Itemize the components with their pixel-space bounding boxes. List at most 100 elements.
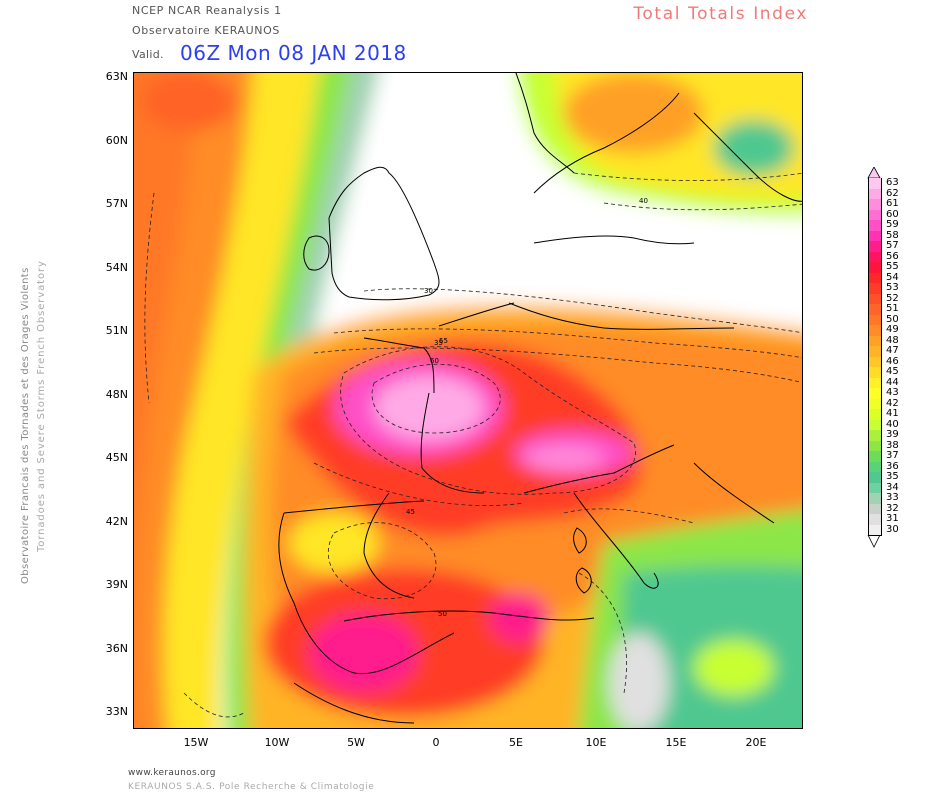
legend-swatch bbox=[868, 188, 882, 199]
legend-label: 50 bbox=[886, 313, 899, 325]
lat-label-45n: 45N bbox=[105, 451, 128, 464]
legend-label: 34 bbox=[886, 481, 899, 493]
contour-label-30: 30 bbox=[424, 287, 433, 295]
lon-label-10e: 10E bbox=[585, 736, 607, 749]
legend-swatch bbox=[868, 346, 882, 357]
legend-swatch bbox=[868, 482, 882, 493]
legend-label: 33 bbox=[886, 492, 899, 503]
map-area: 30 35 40 45 50 55 60 bbox=[133, 72, 803, 729]
legend-label: 52 bbox=[886, 292, 899, 304]
contour-label-60: 60 bbox=[430, 357, 439, 365]
contour-label-35: 35 bbox=[434, 339, 443, 347]
observatory-label: Observatoire KERAUNOS bbox=[132, 24, 280, 37]
legend-swatch bbox=[868, 283, 882, 294]
lat-label-42n: 42N bbox=[105, 515, 128, 528]
coastlines bbox=[278, 73, 802, 724]
legend-swatch bbox=[868, 335, 882, 346]
legend-label: 49 bbox=[886, 324, 899, 335]
legend-label: 61 bbox=[886, 198, 899, 209]
data-source-label: NCEP NCAR Reanalysis 1 bbox=[132, 4, 282, 17]
lat-label-33n: 33N bbox=[105, 705, 128, 718]
legend-swatch bbox=[868, 241, 882, 252]
legend-swatch bbox=[868, 199, 882, 210]
lat-label-63n: 63N bbox=[105, 70, 128, 83]
legend-label: 45 bbox=[886, 366, 899, 377]
legend-swatch bbox=[868, 524, 882, 536]
legend-label: 41 bbox=[886, 408, 899, 419]
lat-label-51n: 51N bbox=[105, 324, 128, 337]
side-text-english: Tornadoes and Severe Storms French Obser… bbox=[36, 260, 47, 552]
legend-swatch bbox=[868, 178, 882, 189]
legend-label: 36 bbox=[886, 460, 899, 472]
legend-label: 58 bbox=[886, 229, 899, 241]
legend-swatch bbox=[868, 356, 882, 367]
legend-swatch bbox=[868, 230, 882, 241]
legend-swatch bbox=[868, 514, 882, 525]
legend-label: 32 bbox=[886, 502, 899, 514]
contour-label-45: 45 bbox=[406, 508, 415, 516]
lon-label-0: 0 bbox=[432, 736, 440, 749]
footer-company: KERAUNOS S.A.S. Pole Recherche & Climato… bbox=[128, 782, 375, 792]
lon-label-5w: 5W bbox=[347, 736, 365, 749]
tt-index-map: 30 35 40 45 50 55 60 bbox=[134, 73, 802, 728]
legend-swatch bbox=[868, 314, 882, 325]
legend-label: 31 bbox=[886, 513, 899, 524]
contour-labels: 30 35 40 45 50 55 60 bbox=[406, 197, 648, 618]
legend-swatch bbox=[868, 293, 882, 304]
footer-website: www.keraunos.org bbox=[128, 768, 216, 778]
legend-swatch bbox=[868, 377, 882, 388]
lat-label-60n: 60N bbox=[105, 134, 128, 147]
legend-label: 54 bbox=[886, 271, 899, 283]
legend-label: 60 bbox=[886, 208, 899, 220]
valid-time: 06Z Mon 08 JAN 2018 bbox=[180, 41, 407, 65]
legend-swatch bbox=[868, 451, 882, 462]
tt-contours bbox=[144, 172, 802, 718]
legend-swatch bbox=[868, 325, 882, 336]
valid-label: Valid. bbox=[132, 48, 164, 61]
contour-label-40: 40 bbox=[639, 197, 648, 205]
legend-swatch bbox=[868, 220, 882, 231]
legend-label: 53 bbox=[886, 282, 899, 293]
legend-label: 44 bbox=[886, 376, 899, 388]
legend-label: 43 bbox=[886, 387, 899, 398]
legend-swatch bbox=[868, 409, 882, 420]
legend-swatch bbox=[868, 262, 882, 273]
legend-swatch bbox=[868, 430, 882, 441]
lat-label-39n: 39N bbox=[105, 578, 128, 591]
lon-label-15w: 15W bbox=[183, 736, 209, 749]
legend-swatch bbox=[868, 398, 882, 409]
lon-label-10w: 10W bbox=[264, 736, 290, 749]
legend-label: 46 bbox=[886, 355, 899, 367]
legend-label: 30 bbox=[886, 523, 899, 535]
legend-swatch bbox=[868, 503, 882, 514]
legend-swatch bbox=[868, 461, 882, 472]
legend-label: 48 bbox=[886, 334, 899, 346]
contour-label-50: 50 bbox=[438, 610, 447, 618]
legend-label: 37 bbox=[886, 450, 899, 461]
lat-label-57n: 57N bbox=[105, 197, 128, 210]
legend-label: 55 bbox=[886, 261, 899, 272]
legend-label: 56 bbox=[886, 250, 899, 262]
legend-label: 40 bbox=[886, 418, 899, 430]
lon-label-20e: 20E bbox=[745, 736, 767, 749]
legend-label: 35 bbox=[886, 471, 899, 482]
lon-label-15e: 15E bbox=[665, 736, 687, 749]
legend-swatch bbox=[868, 388, 882, 399]
legend-swatch bbox=[868, 493, 882, 504]
legend-swatch bbox=[868, 419, 882, 430]
legend-label: 57 bbox=[886, 240, 899, 251]
legend-swatch bbox=[868, 367, 882, 378]
legend-label: 42 bbox=[886, 397, 899, 409]
legend-label: 63 bbox=[886, 177, 899, 188]
legend-label: 47 bbox=[886, 345, 899, 356]
legend-label: 62 bbox=[886, 187, 899, 199]
legend-swatch bbox=[868, 304, 882, 315]
legend-label: 38 bbox=[886, 439, 899, 451]
map-title: Total Totals Index bbox=[633, 4, 808, 24]
lat-label-36n: 36N bbox=[105, 642, 128, 655]
side-text-french: Observatoire Francais des Tornades et de… bbox=[20, 267, 31, 584]
legend-swatch bbox=[868, 209, 882, 220]
legend-label: 39 bbox=[886, 429, 899, 440]
legend-swatch bbox=[868, 272, 882, 283]
legend-label: 51 bbox=[886, 303, 899, 314]
